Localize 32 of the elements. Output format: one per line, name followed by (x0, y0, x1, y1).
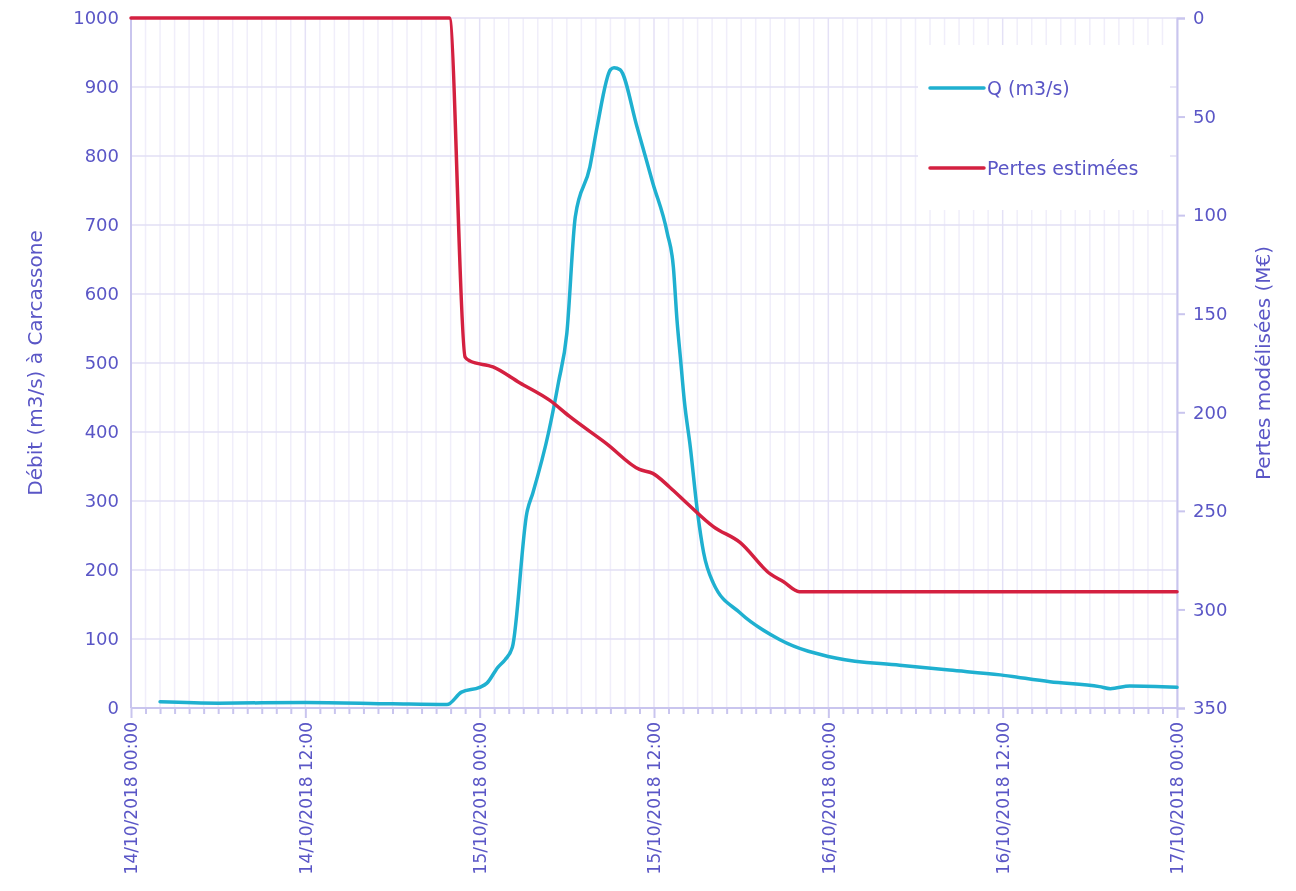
y-tick-label: 1000 (73, 7, 119, 29)
line-series (129, 16, 1179, 594)
x-tick-label: 16/10/2018 12:00 (993, 722, 1014, 875)
x-tick-label: 14/10/2018 00:00 (121, 722, 142, 875)
y2-tick-label: 50 (1193, 105, 1216, 127)
y2-tick-label: 250 (1193, 500, 1228, 522)
y-tick-label: 400 (84, 421, 119, 443)
y-tick-label: 600 (84, 283, 119, 305)
x-tick-label: 16/10/2018 00:00 (818, 722, 839, 875)
legend-label: Pertes estimées (987, 156, 1139, 179)
y-tick-label: 100 (84, 628, 119, 650)
y2-tick-label: 300 (1193, 598, 1228, 620)
y-tick-label: 300 (84, 490, 119, 512)
x-tick-label: 15/10/2018 12:00 (644, 722, 665, 875)
y-axis-title: Débit (m3/s) à Carcassone (23, 230, 47, 496)
y2-tick-label: 200 (1193, 401, 1228, 423)
y2-axis-title: Pertes modélisées (M€) (1251, 245, 1275, 481)
y-tick-label: 700 (84, 214, 119, 236)
y2-tick-label: 0 (1193, 7, 1205, 29)
y-tick-label: 0 (107, 697, 119, 719)
y-tick-label: 800 (84, 145, 119, 167)
y2-tick-label: 350 (1193, 697, 1228, 719)
x-tick-label: 15/10/2018 00:00 (470, 722, 491, 875)
y-tick-label: 500 (84, 352, 119, 374)
y-tick-label: 900 (84, 76, 119, 98)
line-series (158, 65, 1179, 707)
y-tick-label: 200 (84, 559, 119, 581)
y2-tick-label: 100 (1193, 204, 1228, 226)
x-tick-label: 17/10/2018 00:00 (1167, 722, 1188, 875)
x-tick-label: 14/10/2018 12:00 (295, 722, 316, 875)
y2-tick-label: 150 (1193, 302, 1228, 324)
legend-label: Q (m3/s) (987, 76, 1070, 99)
